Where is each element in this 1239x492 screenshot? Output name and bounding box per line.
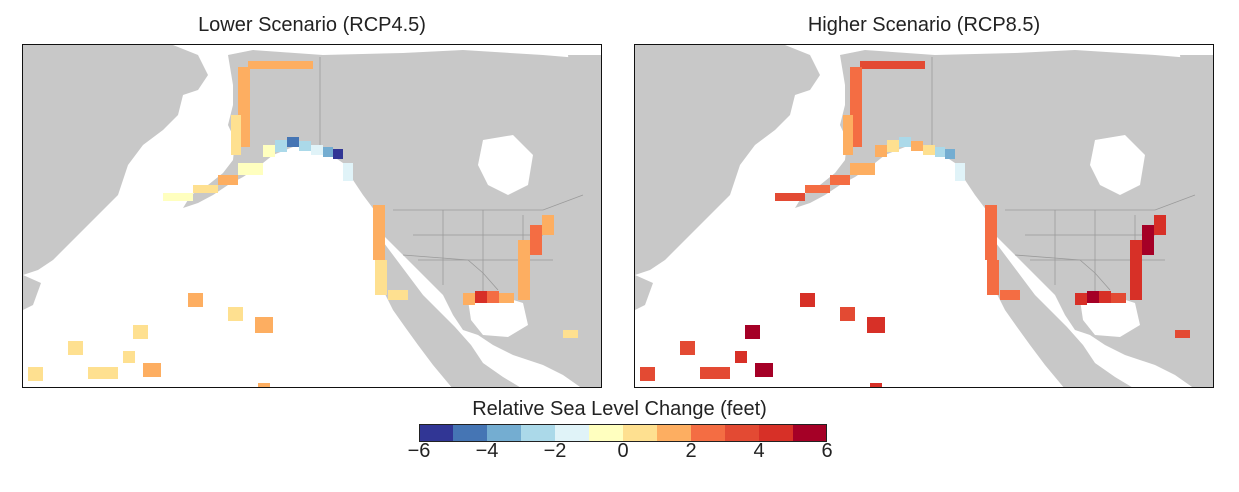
colorbar-tick-label: 4 <box>753 440 765 462</box>
colorbar-tick-label: 2 <box>685 440 697 462</box>
colorbar-cell <box>725 424 760 442</box>
colorbar-tick-label: −6 <box>407 440 431 462</box>
colorbar-cell <box>521 424 556 442</box>
left-panel-title: Lower Scenario (RCP4.5) <box>198 14 426 36</box>
colorbar-cell <box>555 424 590 442</box>
sea-level-points <box>28 61 578 387</box>
legend-title: Relative Sea Level Change (feet) <box>472 398 767 420</box>
colorbar-cell <box>793 424 827 442</box>
land <box>635 45 1213 387</box>
colorbar-cell <box>759 424 794 442</box>
colorbar-cells <box>419 424 827 442</box>
higher-scenario-map-svg <box>635 45 1213 387</box>
colorbar-tick-label: −4 <box>475 440 499 462</box>
colorbar-cell <box>657 424 692 442</box>
colorbar-cell <box>487 424 522 442</box>
land <box>23 45 601 387</box>
colorbar-cell <box>453 424 488 442</box>
colorbar <box>419 424 827 442</box>
lower-scenario-map-svg <box>23 45 601 387</box>
colorbar-cell <box>589 424 624 442</box>
colorbar-cell <box>419 424 454 442</box>
colorbar-tick-label: 6 <box>821 440 833 462</box>
higher-scenario-map <box>634 44 1214 388</box>
lower-scenario-map <box>22 44 602 388</box>
right-panel-title: Higher Scenario (RCP8.5) <box>807 14 1041 36</box>
colorbar-tick-label: 0 <box>617 440 629 462</box>
colorbar-cell <box>691 424 726 442</box>
colorbar-cell <box>623 424 658 442</box>
colorbar-tick-label: −2 <box>543 440 567 462</box>
sea-level-points <box>640 61 1190 387</box>
